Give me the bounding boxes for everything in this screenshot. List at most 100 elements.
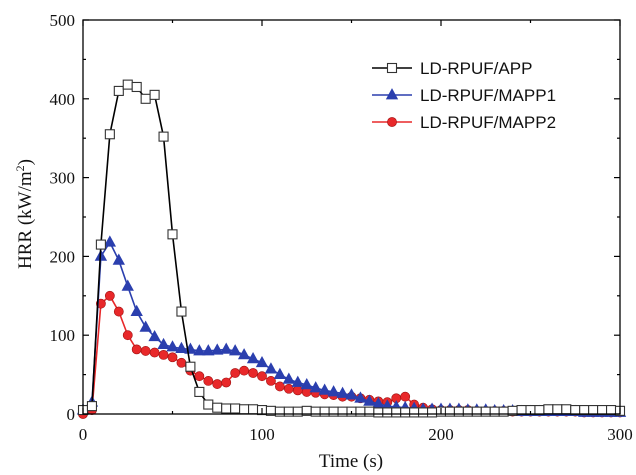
- data-point: [471, 406, 482, 417]
- data-point: [480, 406, 491, 417]
- data-point: [212, 379, 223, 389]
- legend: LD-RPUF/APP LD-RPUF/MAPP1 LD-RPUF/MAPP2: [372, 59, 556, 132]
- data-point: [264, 362, 278, 374]
- data-point: [300, 378, 313, 390]
- data-point: [409, 407, 420, 418]
- data-point: [283, 406, 294, 417]
- data-point: [291, 375, 304, 387]
- data-point: [122, 330, 133, 341]
- data-point: [489, 406, 500, 417]
- data-point: [149, 347, 160, 358]
- data-point: [391, 407, 402, 418]
- legend-label: LD-RPUF/APP: [420, 59, 532, 78]
- legend-label: LD-RPUF/MAPP1: [420, 86, 556, 105]
- data-point: [552, 404, 563, 415]
- data-point: [453, 406, 464, 417]
- y-tick-label: 100: [50, 326, 76, 345]
- data-point: [248, 368, 258, 378]
- legend-entry: LD-RPUF/APP: [372, 59, 532, 78]
- data-point: [266, 376, 276, 386]
- data-point: [597, 405, 608, 416]
- data-point: [112, 253, 125, 265]
- data-point: [292, 406, 303, 417]
- data-point: [103, 235, 117, 247]
- data-point: [336, 386, 349, 398]
- data-point: [175, 341, 188, 353]
- data-point: [400, 391, 411, 402]
- data-point: [212, 402, 223, 413]
- data-point: [221, 403, 232, 414]
- data-point: [121, 279, 134, 291]
- data-point: [373, 407, 384, 418]
- data-point: [498, 406, 509, 417]
- data-point: [185, 361, 196, 372]
- data-point: [309, 381, 322, 393]
- data-point: [131, 344, 142, 355]
- data-point: [516, 405, 527, 416]
- data-point: [140, 346, 151, 356]
- data-point: [418, 407, 429, 418]
- data-point: [149, 89, 160, 100]
- data-point: [203, 376, 214, 386]
- data-point: [570, 405, 581, 416]
- data-point: [579, 405, 590, 416]
- data-point: [104, 290, 115, 301]
- data-point: [327, 385, 340, 397]
- data-point: [605, 405, 617, 416]
- data-point: [167, 229, 178, 240]
- data-point: [237, 348, 251, 360]
- data-point: [113, 306, 124, 317]
- data-point: [194, 371, 205, 382]
- data-point: [202, 344, 215, 356]
- x-tick-label: 200: [428, 425, 454, 444]
- data-point: [95, 239, 106, 250]
- data-point: [382, 407, 393, 418]
- data-point: [462, 406, 473, 417]
- data-point: [543, 404, 554, 415]
- data-point: [239, 365, 249, 376]
- data-point: [426, 407, 438, 418]
- data-point: [363, 394, 376, 406]
- data-point: [354, 391, 367, 403]
- data-point: [318, 383, 331, 395]
- data-point: [246, 352, 260, 364]
- data-point: [131, 81, 142, 93]
- data-point: [176, 357, 187, 368]
- data-point: [148, 329, 161, 342]
- data-point: [230, 368, 241, 378]
- data-point: [158, 131, 169, 142]
- data-point: [273, 367, 287, 380]
- data-point: [364, 406, 375, 417]
- data-point: [310, 406, 321, 417]
- legend-label: LD-RPUF/MAPP2: [420, 113, 556, 132]
- data-point: [228, 344, 242, 356]
- legend-entry: LD-RPUF/MAPP2: [372, 113, 556, 132]
- data-point: [274, 381, 285, 392]
- x-axis-title: Time (s): [319, 451, 383, 472]
- data-point: [230, 403, 241, 414]
- data-point: [444, 406, 456, 417]
- data-point: [248, 404, 259, 415]
- data-point: [193, 344, 206, 356]
- data-point: [239, 404, 250, 415]
- data-point: [166, 340, 179, 352]
- y-axis-title: HRR (kW/m2): [13, 159, 36, 269]
- legend-entry: LD-RPUF/MAPP1: [372, 86, 556, 105]
- data-point: [328, 406, 339, 417]
- y-tick-label: 200: [50, 247, 76, 266]
- x-tick-label: 0: [79, 425, 88, 444]
- series-line: [82, 240, 620, 414]
- data-point: [158, 349, 169, 360]
- data-point: [355, 406, 366, 417]
- y-tick-label: 500: [50, 11, 76, 30]
- data-point: [86, 401, 97, 412]
- data-point: [104, 129, 115, 140]
- series-LD-RPUF/MAPP1: [76, 235, 627, 417]
- data-point: [130, 304, 143, 316]
- data-point: [274, 406, 285, 417]
- data-point: [282, 372, 296, 384]
- axes: 0 100 200 300 0 100 200 300 400 500: [50, 11, 633, 444]
- legend-marker: [386, 62, 398, 74]
- x-tick-label: 100: [249, 425, 275, 444]
